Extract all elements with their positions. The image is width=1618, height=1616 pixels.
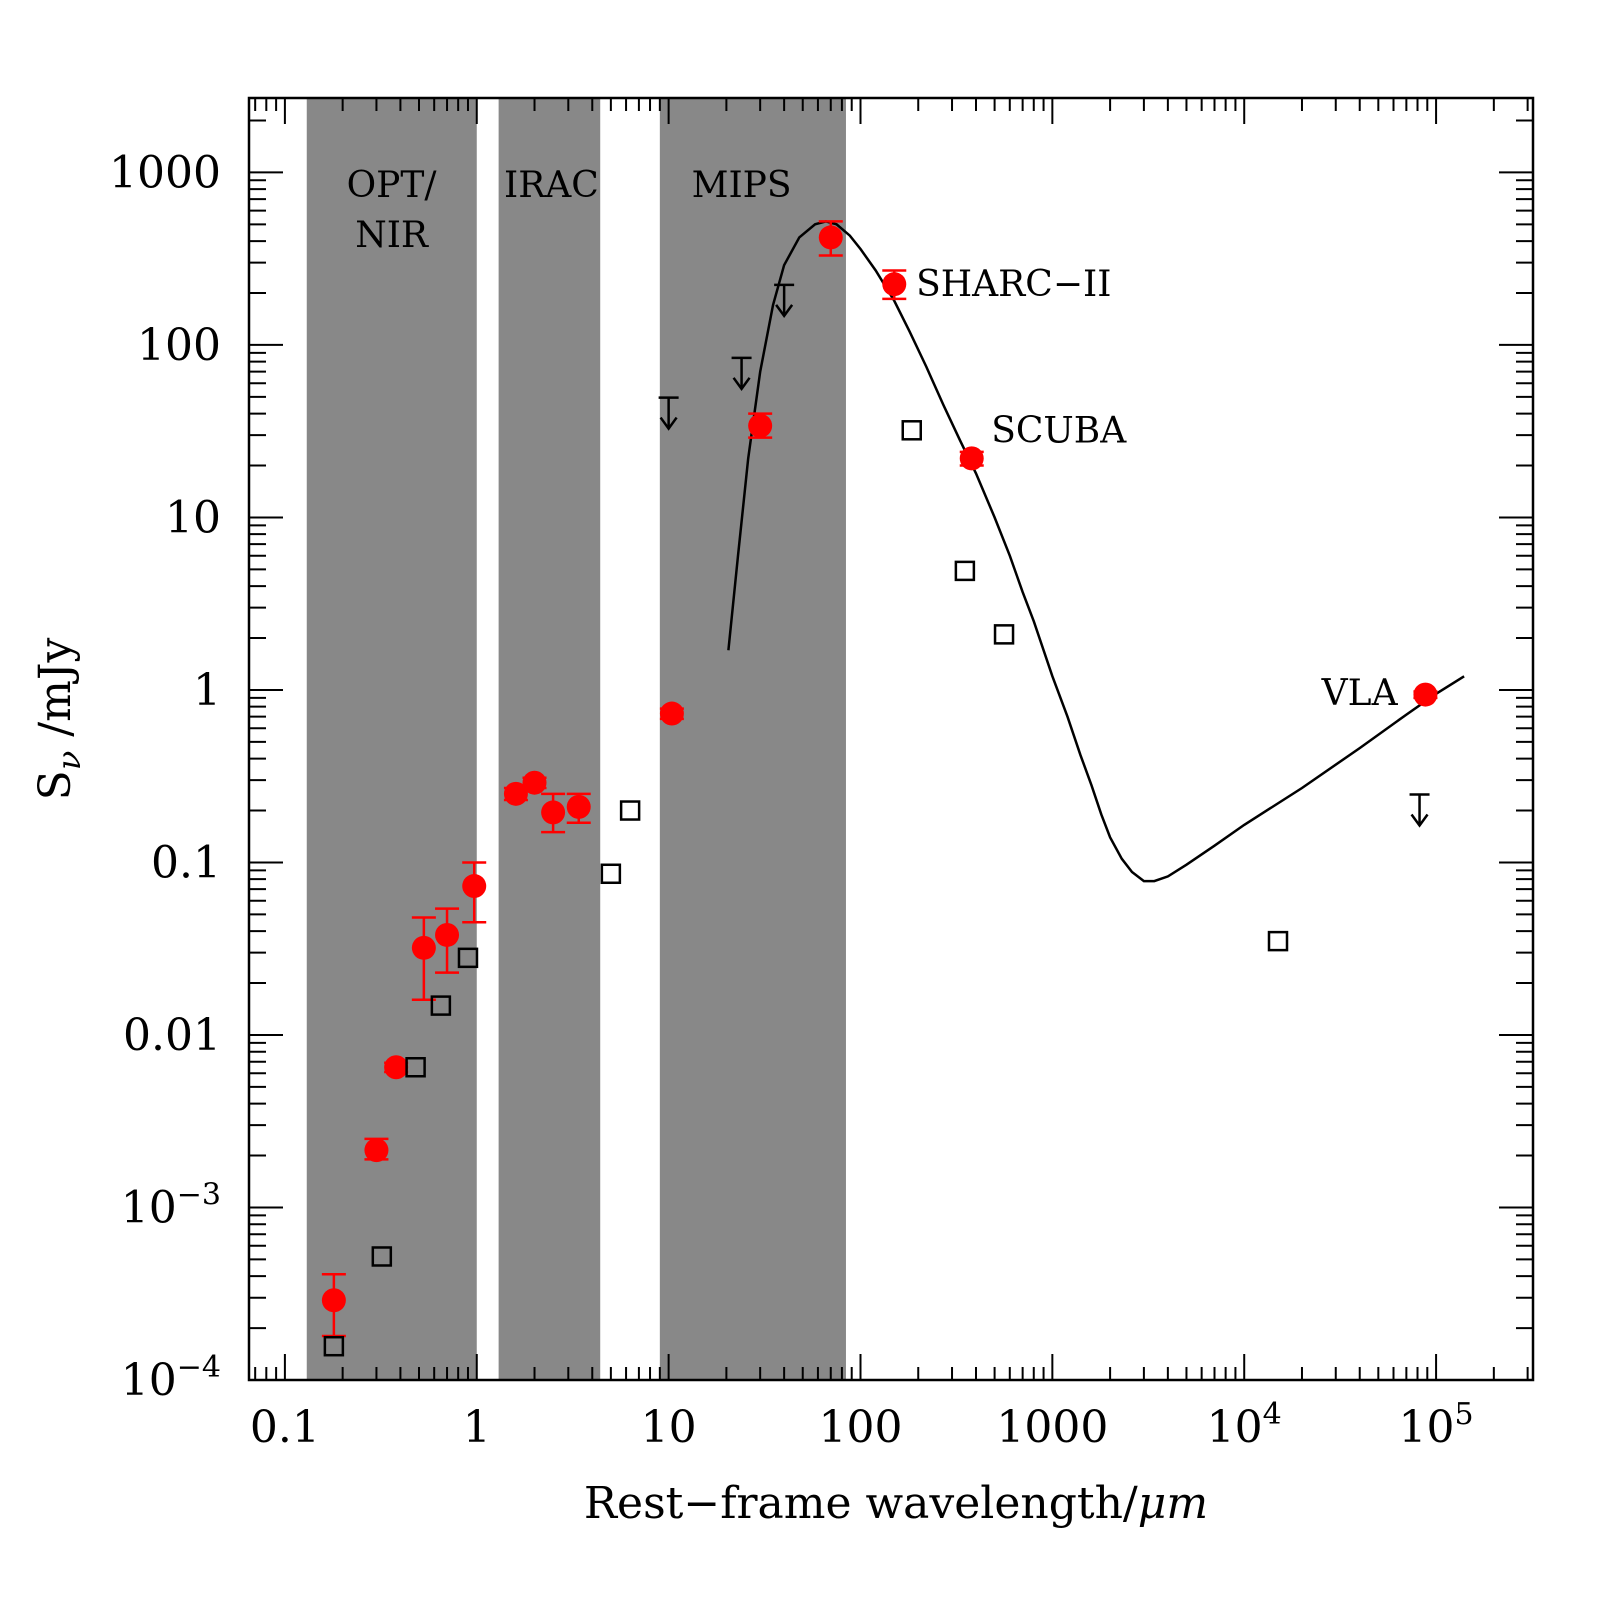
x-tick-exp: 5 [1455, 1397, 1474, 1432]
detection-point [462, 874, 487, 899]
detection-point [384, 1055, 409, 1080]
comparison-point [405, 1057, 426, 1078]
band-label-line: MIPS [692, 165, 792, 206]
annotations: SHARC−II SCUBA VLA [916, 264, 1398, 714]
label-scuba: SCUBA [991, 410, 1127, 451]
y-tick-label: 0.01 [123, 1010, 221, 1061]
comparison-point [430, 995, 452, 1016]
model-curve [727, 220, 1465, 883]
y-tick-base: 10 [121, 1355, 177, 1406]
y-tick-label: 10−3 [121, 1177, 221, 1233]
y-axis-title-unit: /mJy [30, 638, 81, 751]
comparison-point [1267, 930, 1289, 952]
detection-point [659, 701, 684, 726]
y-tick-base: 10 [121, 1182, 177, 1233]
band-label-line: OPT/ [347, 165, 438, 206]
band-label-line: IRAC [504, 165, 599, 206]
band-label-0: OPT/NIR [347, 165, 438, 256]
band-mips [659, 98, 846, 1380]
y-axis-title-sub: ν [50, 751, 88, 770]
plot-border [247, 96, 1535, 1382]
x-tick-label: 100 [818, 1402, 902, 1453]
comparison-point [371, 1246, 393, 1267]
y-tick-label: 100 [137, 320, 221, 371]
band-label-line: NIR [355, 215, 429, 256]
band-label-2: MIPS [692, 165, 792, 206]
label-vla: VLA [1321, 673, 1399, 714]
upper-limit-arrowhead [659, 416, 678, 431]
y-tick-label: 1000 [109, 147, 221, 198]
data-points [321, 220, 1438, 1357]
y-axis-title: Sν /mJy [30, 638, 88, 801]
comparison-point [901, 420, 922, 441]
x-tick-label: 10 [641, 1402, 697, 1453]
plot-frame [247, 96, 1535, 1382]
label-sharcii: SHARC−II [916, 264, 1111, 305]
x-axis-title: Rest−frame wavelength/μm [584, 1478, 1208, 1529]
axis-labels: 0.1 1 10 100 1000 104 10510−410−30.010.1110100… [30, 147, 1474, 1529]
detection-point [411, 935, 436, 960]
comparison-point [323, 1335, 345, 1357]
detection-point [522, 770, 547, 795]
comparison-point [619, 800, 641, 821]
x-tick-label: 1000 [996, 1402, 1108, 1453]
x-axis-title-unit: μm [1138, 1478, 1208, 1529]
y-tick-label: 1 [193, 665, 221, 716]
y-tick-exp: −4 [177, 1350, 221, 1385]
comparison-point [457, 947, 479, 969]
detection-point [959, 446, 984, 471]
x-tick-label: 104 [1207, 1397, 1282, 1453]
detection-point [541, 800, 566, 825]
band-irac [498, 98, 601, 1380]
x-tick-base: 10 [1207, 1402, 1263, 1453]
wavelength-bands: OPT/NIR IRAC MIPS [306, 98, 846, 1380]
x-tick-label: 105 [1399, 1397, 1474, 1453]
x-tick-label: 0.1 [250, 1402, 320, 1453]
detection-point [503, 781, 528, 806]
x-tick-exp: 4 [1263, 1397, 1282, 1432]
model-curve-layer [727, 220, 1465, 883]
upper-limit-arrowhead [1410, 813, 1429, 828]
y-tick-exp: −3 [177, 1177, 221, 1212]
x-tick-base: 10 [1399, 1402, 1455, 1453]
detection-point [882, 272, 907, 297]
x-axis-title-text: Rest−frame wavelength/ [584, 1478, 1138, 1529]
detection-point [1413, 682, 1438, 707]
comparison-point [600, 863, 622, 885]
detection-point [321, 1288, 346, 1313]
comparison-point [954, 560, 976, 582]
detection-point [818, 225, 843, 250]
detection-point [364, 1138, 389, 1163]
x-tick-label: 1 [463, 1402, 491, 1453]
detection-point [435, 922, 460, 947]
axis-ticks [249, 98, 1533, 1381]
detection-point [566, 794, 591, 819]
y-axis-title-main: S [30, 770, 81, 800]
y-tick-label: 10−4 [121, 1350, 221, 1406]
y-tick-label: 10 [165, 492, 221, 543]
y-tick-label: 0.1 [151, 837, 221, 888]
band-optnir [306, 98, 477, 1380]
upper-limit-arrowhead [775, 304, 794, 319]
upper-limit-arrowhead [732, 377, 751, 391]
band-label-1: IRAC [504, 165, 599, 206]
comparison-point [993, 624, 1015, 645]
detection-point [748, 413, 773, 438]
